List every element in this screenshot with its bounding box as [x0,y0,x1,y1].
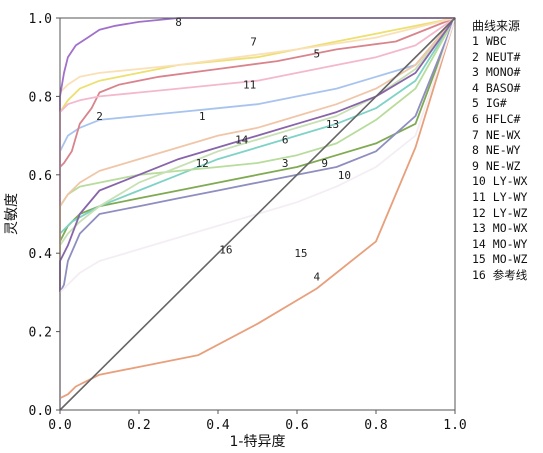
curve-label-7: 7 [250,36,257,49]
roc-curve-15 [59,17,456,410]
curve-label-2: 2 [96,110,103,123]
y-tick-label-2: 0.4 [29,247,53,262]
roc-curve-8 [59,17,455,410]
curve-label-10: 10 [338,169,351,182]
x-tick-label-0: 0.0 [48,418,71,433]
curve-label-11: 11 [243,79,256,92]
x-tick-label-2: 0.4 [206,418,230,433]
legend-entry-11: 11 LY-WY [472,189,528,204]
y-tick-label-5: 1.0 [29,12,52,27]
legend-entry-5: 5 IG# [472,96,507,111]
curve-label-12: 12 [196,157,209,170]
x-tick-label-1: 0.2 [127,418,150,433]
legend-entry-12: 12 LY-WZ [472,205,528,220]
legend-entry-7: 7 NE-WX [472,127,521,142]
roc-curve-2 [59,17,456,410]
curve-label-6: 6 [282,134,289,147]
y-axis-label: 灵敏度 [4,193,20,235]
legend-entry-2: 2 NEUT# [472,49,521,64]
curve-label-13: 13 [326,118,339,131]
curve-label-1: 1 [199,110,206,123]
curve-label-15: 15 [294,247,307,260]
curve-label-4: 4 [313,271,320,284]
x-axis-label: 1-特异度 [230,434,286,450]
legend-entry-4: 4 BASO# [472,80,521,95]
roc-curve-11 [59,17,456,410]
legend-entry-8: 8 NE-WY [472,143,521,158]
y-tick-label-4: 0.8 [29,90,52,105]
roc-curve-13 [59,17,456,410]
curve-label-14: 14 [235,134,249,147]
curve-label-5: 5 [313,47,320,60]
legend-entry-3: 3 MONO# [472,65,521,80]
legend-entry-13: 13 MO-WX [472,221,528,236]
curve-label-8: 8 [175,16,182,29]
roc-curve-7 [59,17,456,410]
plot-frame [59,17,456,411]
curve-label-3: 3 [282,157,289,170]
roc-curve-4 [59,17,456,400]
curves-layer [59,17,456,411]
curve-label-9: 9 [321,157,328,170]
roc-curve-10 [59,17,456,410]
y-tick-label-3: 0.6 [29,169,52,184]
legend: 1 WBC 2 NEUT# 3 MONO# 4 BASO# 5 IG# 6 HFLC# 7 … [472,34,527,284]
legend-entry-6: 6 HFLC# [472,111,521,126]
legend-title: 曲线来源 [472,19,521,33]
x-tick-label-4: 0.8 [364,418,387,433]
legend-entry-16: 16 参考线 [472,267,528,282]
ticks-layer: 0.0 0.2 0.4 0.6 0.8 1.0 0.0 0.2 0.4 0.6 0.8 1.0 [29,12,467,433]
legend-entry-1: 1 WBC [472,34,507,48]
roc-curve-16 [59,17,456,411]
legend-entry-10: 10 LY-WX [472,174,528,189]
legend-entry-9: 9 NE-WZ [472,158,521,173]
y-tick-label-1: 0.2 [29,326,52,341]
x-tick-label-3: 0.6 [285,418,308,433]
legend-entry-15: 15 MO-WZ [472,252,528,267]
curve-label-16: 16 [219,243,232,256]
y-tick-label-0: 0.0 [29,404,52,419]
x-tick-label-5: 1.0 [443,418,466,433]
roc-curve-14 [59,17,456,410]
roc-curve-1 [59,17,456,410]
legend-entry-14: 14 MO-WY [472,236,528,251]
roc-curve-6 [59,17,456,410]
